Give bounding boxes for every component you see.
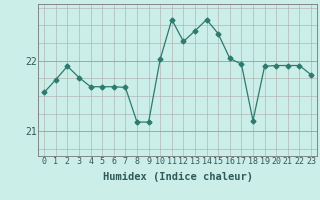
X-axis label: Humidex (Indice chaleur): Humidex (Indice chaleur) [103, 172, 252, 182]
